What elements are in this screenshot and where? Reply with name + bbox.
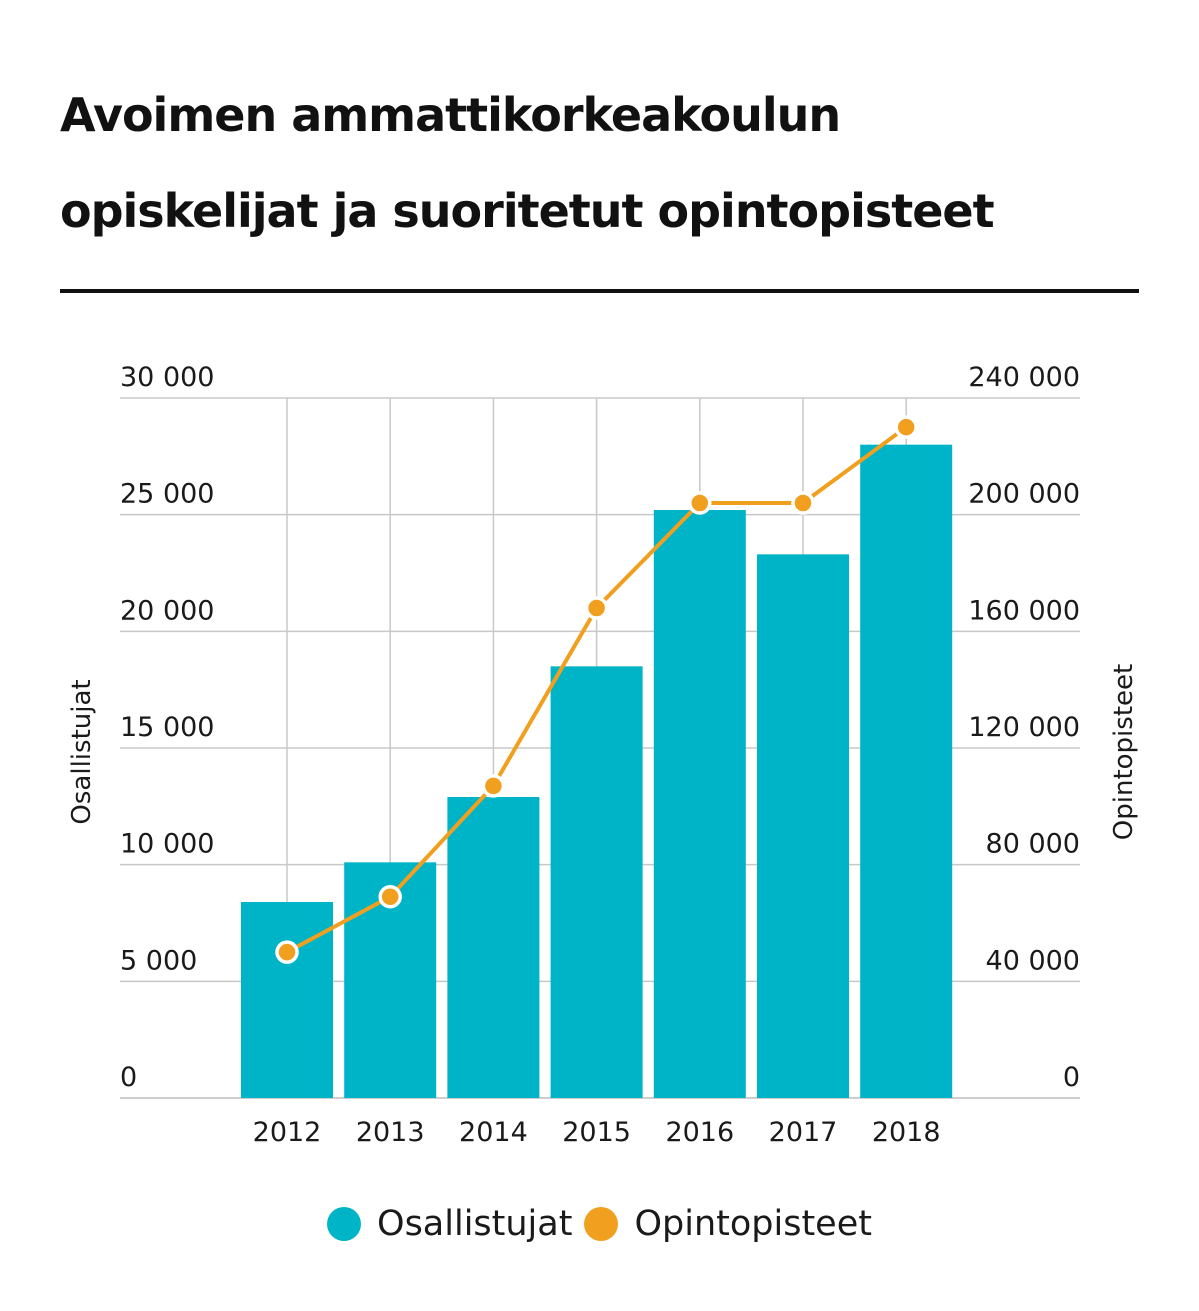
- right-tick-label: 240 000: [968, 362, 1080, 393]
- right-tick-label: 200 000: [968, 479, 1080, 510]
- chart-title-line-1: Avoimen ammattikorkeakoulun: [60, 88, 841, 142]
- x-tick-label: 2017: [769, 1117, 838, 1148]
- left-tick-label: 25 000: [120, 479, 214, 510]
- bar-2017: [757, 554, 849, 1098]
- line-series: [275, 415, 918, 964]
- title-divider: [60, 289, 1139, 293]
- point-2016: [688, 491, 712, 515]
- legend-dot-line-icon: [584, 1207, 619, 1241]
- left-axis-ticks: 0 5 000 10 000 15 000 20 000 25 000 30 000: [120, 362, 214, 1093]
- right-tick-label: 40 000: [986, 945, 1080, 976]
- x-tick-label: 2015: [562, 1117, 631, 1148]
- point-2017: [791, 491, 815, 515]
- bar-2014: [447, 797, 540, 1098]
- x-tick-label: 2012: [253, 1117, 322, 1148]
- point-2012: [275, 940, 299, 964]
- bar-2016: [653, 510, 746, 1098]
- legend-label: Osallistujat: [377, 1204, 573, 1244]
- left-tick-label: 20 000: [120, 595, 214, 626]
- left-tick-label: 0: [120, 1062, 137, 1093]
- legend-dot-bar-icon: [327, 1207, 362, 1241]
- bar-2015: [550, 666, 643, 1098]
- right-tick-label: 0: [1063, 1062, 1080, 1093]
- right-axis-ticks: 0 40 000 80 000 120 000 160 000 200 000 240 00…: [968, 362, 1080, 1093]
- chart-title-line-2: opiskelijat ja suoritetut opintopisteet: [60, 184, 995, 238]
- point-2015: [584, 596, 609, 620]
- point-2013: [378, 885, 402, 909]
- x-tick-label: 2018: [872, 1117, 941, 1148]
- right-tick-label: 80 000: [986, 829, 1080, 860]
- x-axis-ticks: 2012 2013 2014 2015 2016 2017 2018: [253, 1117, 941, 1148]
- point-2014: [481, 774, 506, 798]
- left-tick-label: 5 000: [120, 945, 197, 976]
- x-tick-label: 2016: [665, 1117, 734, 1148]
- right-axis-title: Opintopisteet: [1109, 664, 1139, 840]
- legend-item-opintopisteet: Opintopisteet: [584, 1204, 872, 1244]
- legend: Osallistujat Opintopisteet: [0, 1204, 1199, 1244]
- left-tick-label: 15 000: [120, 712, 214, 743]
- left-axis-title: Osallistujat: [67, 679, 97, 824]
- bar-series: [241, 444, 953, 1099]
- bar-2018: [860, 444, 953, 1099]
- right-tick-label: 120 000: [968, 712, 1080, 743]
- bar-2012: [241, 902, 333, 1098]
- x-tick-label: 2013: [356, 1117, 425, 1148]
- legend-item-osallistujat: Osallistujat: [327, 1204, 572, 1244]
- point-2018: [894, 415, 918, 439]
- x-tick-label: 2014: [459, 1117, 528, 1148]
- right-tick-label: 160 000: [968, 595, 1080, 626]
- legend-label: Opintopisteet: [634, 1204, 872, 1244]
- left-tick-label: 30 000: [120, 362, 214, 393]
- left-tick-label: 10 000: [120, 829, 214, 860]
